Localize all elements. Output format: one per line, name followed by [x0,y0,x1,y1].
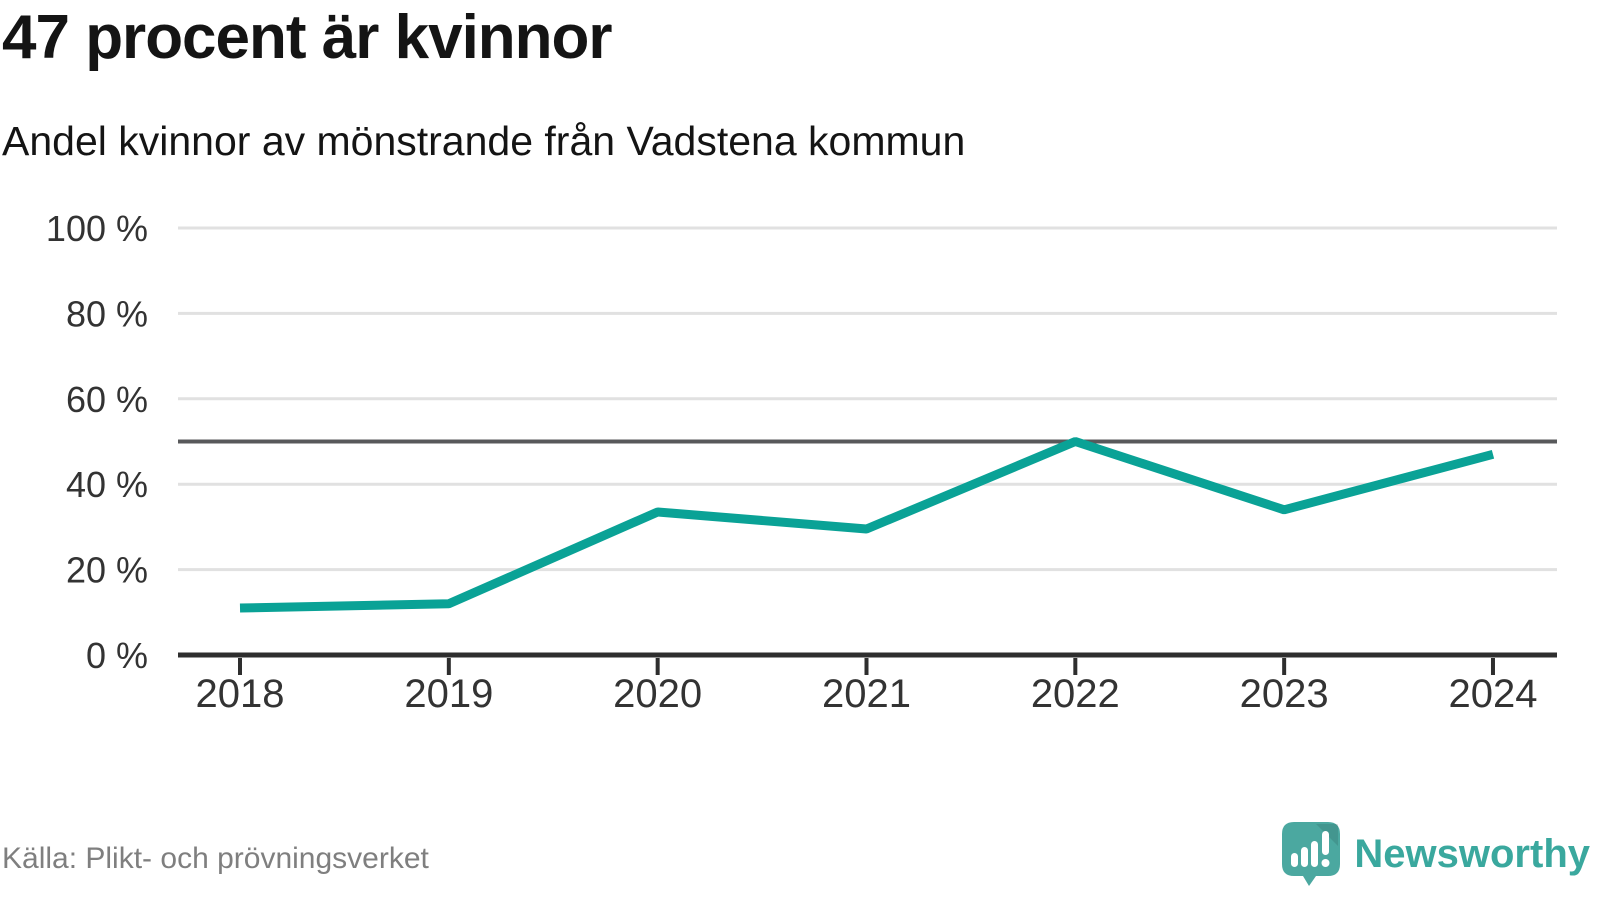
brand-block: Newsworthy [1282,822,1590,886]
x-axis-label: 2021 [822,672,911,716]
source-note: Källa: Plikt- och prövningsverket [2,842,429,875]
brand-name: Newsworthy [1354,831,1590,876]
logo-bar-1 [1291,853,1299,867]
logo-bar-2 [1301,847,1309,867]
chart-subtitle: Andel kvinnor av mönstrande från Vadsten… [2,118,966,164]
y-axis-label: 80 % [66,293,148,334]
line-chart: 0 % 20 % 40 % 60 % 80 % 100 % 2018 2019 2020 2021… [46,208,1557,716]
y-axis-label: 0 % [86,635,148,676]
y-axis-label: 100 % [46,208,148,249]
logo-exclamation-stem [1322,831,1330,855]
y-axis-label: 40 % [66,464,148,505]
y-axis-label: 60 % [66,379,148,420]
x-axis-label: 2022 [1031,672,1120,716]
x-axis-label: 2023 [1240,672,1329,716]
y-axis-label: 20 % [66,550,148,591]
logo-bar-3 [1311,841,1319,867]
logo-exclamation-dot [1321,859,1330,867]
x-axis-label: 2024 [1448,672,1537,716]
x-axis-label: 2020 [613,672,702,716]
newsworthy-logo-icon [1282,822,1341,886]
x-axis-label: 2018 [196,672,285,716]
trend-line [239,437,1495,613]
x-axis-label: 2019 [404,672,493,716]
chart-title: 47 procent är kvinnor [2,3,613,72]
